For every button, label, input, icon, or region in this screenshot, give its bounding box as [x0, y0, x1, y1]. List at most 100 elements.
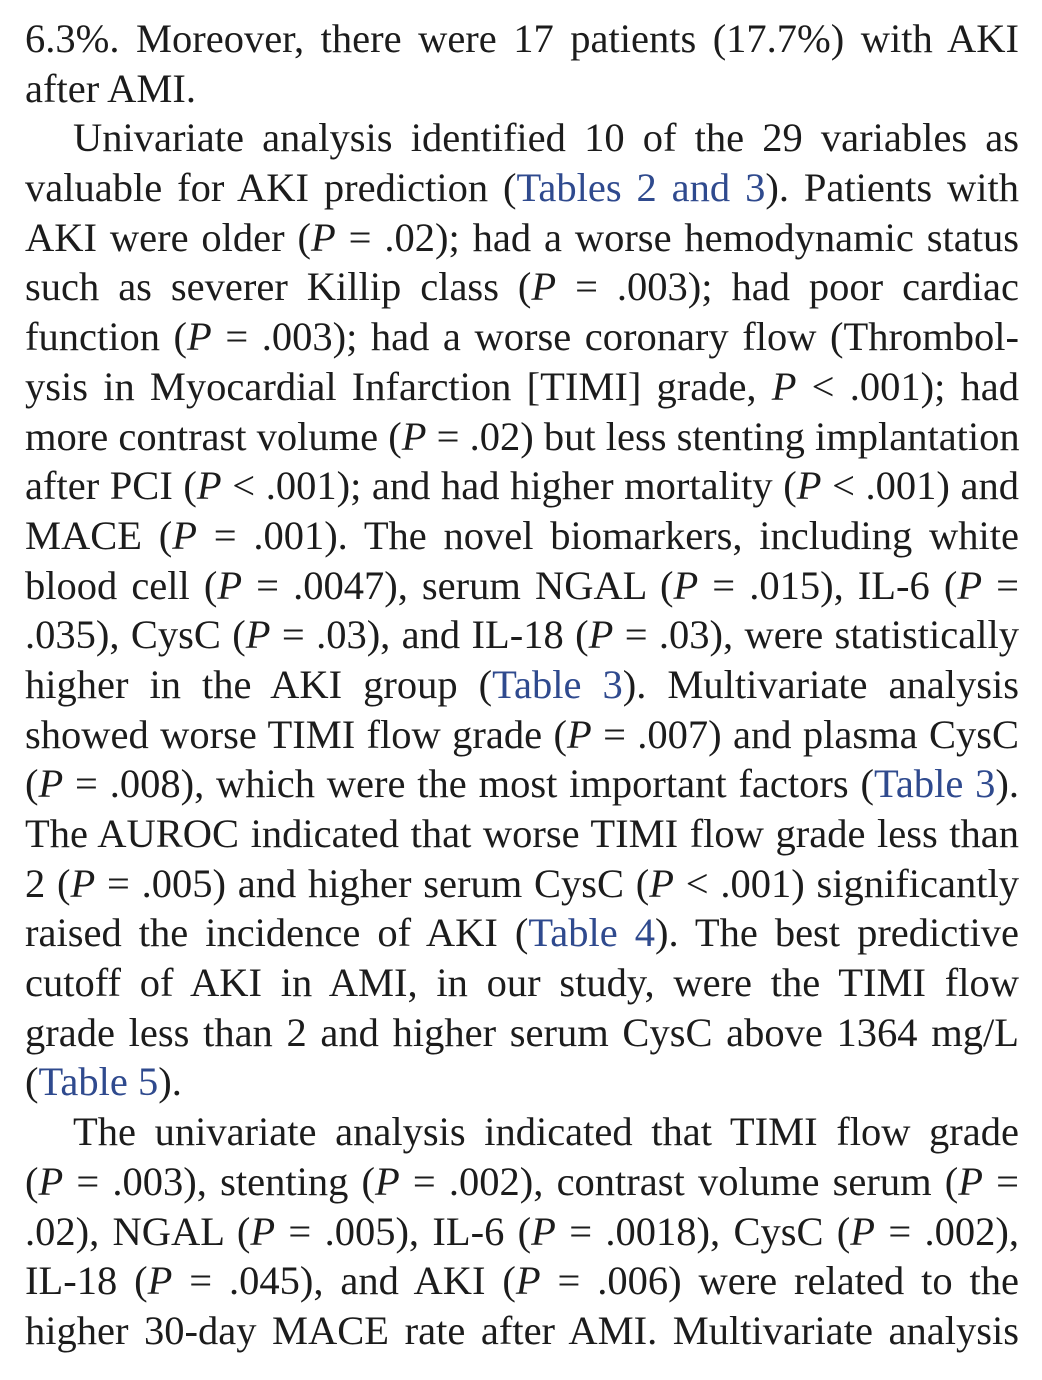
text-line: ysis in Myocardial Infarction [TIMI] gra…: [25, 362, 1019, 412]
text-run: = .045), and AKI (: [172, 1258, 516, 1304]
text-run: more contrast volume (: [25, 413, 402, 459]
table-reference-link[interactable]: Table 5: [38, 1059, 159, 1105]
text-run: ).: [995, 761, 1019, 807]
text-run: The univariate analysis indicated that T…: [73, 1109, 1019, 1155]
p-value-symbol: P: [147, 1258, 173, 1304]
text-run: 6.3%. Moreover, there were 17 patients (…: [25, 16, 1019, 61]
paragraph: Univariate analysis identified 10 of the…: [25, 113, 1020, 1107]
p-value-symbol: P: [673, 562, 699, 608]
p-value-symbol: P: [38, 761, 64, 807]
text-run: ). The best predictive: [654, 910, 1019, 956]
text-line: higher 30-day MACE rate after AMI. Multi…: [25, 1306, 1019, 1356]
text-run: ). Patients with: [765, 165, 1020, 211]
text-run: higher in the AKI group (: [25, 661, 493, 707]
text-run: = .0047), serum NGAL (: [242, 562, 674, 608]
text-line: 2 (P = .005) and higher serum CysC (P < …: [25, 859, 1019, 909]
text-line: after PCI (P < .001); and had higher mor…: [25, 461, 1019, 511]
table-reference-link[interactable]: Table 4: [528, 910, 655, 956]
text-run: valuable for AKI prediction (: [25, 165, 517, 211]
text-line: more contrast volume (P = .02) but less …: [25, 412, 1020, 462]
text-line: raised the incidence of AKI (Table 4). T…: [25, 908, 1019, 958]
text-run: = .001). The novel biomarkers, including…: [197, 512, 1019, 558]
text-run: ). Multivariate analysis: [622, 661, 1019, 707]
p-value-symbol: P: [588, 612, 614, 658]
p-value-symbol: P: [957, 562, 983, 608]
p-value-symbol: P: [649, 860, 675, 906]
text-run: (: [25, 761, 39, 807]
text-run: = .015), IL-6 (: [698, 562, 958, 608]
p-value-symbol: P: [958, 1158, 983, 1204]
p-value-symbol: P: [311, 214, 336, 260]
text-run: raised the incidence of AKI (: [25, 910, 529, 956]
text-run: grade less than 2 and higher serum CysC …: [25, 1009, 1019, 1055]
text-run: Univariate analysis identified 10 of the…: [73, 115, 1019, 161]
p-value-symbol: P: [38, 1158, 64, 1204]
text-run: = .02) but less stenting implantation: [426, 413, 1020, 459]
text-run: = .003); had poor cardiac: [556, 264, 1020, 310]
text-line: valuable for AKI prediction (Tables 2 an…: [25, 163, 1019, 213]
text-run: MACE (: [25, 512, 173, 558]
p-value-symbol: P: [196, 463, 222, 509]
p-value-symbol: P: [250, 1208, 276, 1254]
article-body-column: 6.3%. Moreover, there were 17 patients (…: [25, 14, 1020, 1356]
text-line: after AMI.: [25, 64, 1019, 114]
paragraph: The univariate analysis indicated that T…: [25, 1107, 1019, 1355]
text-run: higher 30-day MACE rate after AMI. Multi…: [25, 1307, 1019, 1353]
text-run: = .005) and higher serum CysC (: [95, 860, 650, 906]
text-line: cutoff of AKI in AMI, in our study, were…: [25, 958, 1019, 1008]
text-run: (: [25, 1158, 39, 1204]
text-line: showed worse TIMI flow grade (P = .007) …: [25, 710, 1019, 760]
table-reference-link[interactable]: Table 3: [492, 661, 623, 707]
text-run: The AUROC indicated that worse TIMI flow…: [25, 811, 1019, 856]
text-line: (P = .003), stenting (P = .002), contras…: [25, 1157, 1019, 1207]
paragraph: 6.3%. Moreover, there were 17 patients (…: [25, 14, 1019, 113]
text-line: IL-18 (P = .045), and AKI (P = .006) wer…: [25, 1256, 1019, 1306]
p-value-symbol: P: [401, 413, 427, 459]
p-value-symbol: P: [515, 1258, 541, 1304]
text-line: MACE (P = .001). The novel biomarkers, i…: [25, 511, 1019, 561]
text-run: < .001); had: [796, 363, 1019, 409]
text-run: IL-18 (: [25, 1258, 148, 1304]
p-value-symbol: P: [217, 562, 243, 608]
text-run: = .003); had a worse coronary flow (Thro…: [211, 314, 1019, 360]
text-run: such as severer Killip class (: [25, 264, 532, 310]
text-line: 6.3%. Moreover, there were 17 patients (…: [25, 14, 1019, 64]
text-run: = .002), contrast volume serum (: [399, 1158, 959, 1204]
text-run: =: [982, 1158, 1019, 1204]
text-run: < .001) and: [821, 463, 1019, 509]
p-value-symbol: P: [796, 463, 822, 509]
text-run: blood cell (: [25, 562, 218, 608]
text-run: = .03), and IL-18 (: [270, 612, 589, 658]
text-line: grade less than 2 and higher serum CysC …: [25, 1008, 1019, 1058]
table-reference-link[interactable]: Tables 2 and 3: [516, 165, 766, 211]
p-value-symbol: P: [531, 1208, 556, 1254]
text-run: = .0018), CysC (: [555, 1208, 851, 1254]
text-run: =: [982, 562, 1019, 608]
p-value-symbol: P: [187, 314, 212, 360]
p-value-symbol: P: [70, 860, 96, 906]
text-run: after AMI.: [25, 65, 196, 111]
text-run: .02), NGAL (: [25, 1208, 251, 1254]
text-run: = .008), which were the most important f…: [63, 761, 874, 807]
text-line: .02), NGAL (P = .005), IL-6 (P = .0018),…: [25, 1207, 1019, 1257]
p-value-symbol: P: [850, 1208, 876, 1254]
text-run: = .003), stenting (: [63, 1158, 375, 1204]
p-value-symbol: P: [566, 711, 592, 757]
p-value-symbol: P: [172, 512, 197, 558]
table-reference-link[interactable]: Table 3: [873, 761, 996, 807]
text-run: after PCI (: [25, 463, 197, 509]
text-run: function (: [25, 314, 188, 360]
text-run: = .03), were statistically: [613, 612, 1020, 658]
text-line: function (P = .003); had a worse coronar…: [25, 312, 1019, 362]
text-line: AKI were older (P = .02); had a worse he…: [25, 213, 1019, 263]
text-run: = .005), IL-6 (: [275, 1208, 532, 1254]
text-line: such as severer Killip class (P = .003);…: [25, 262, 1019, 312]
text-run: = .02); had a worse hemodynamic status: [335, 214, 1019, 260]
text-line: The univariate analysis indicated that T…: [25, 1107, 1019, 1157]
text-line: higher in the AKI group (Table 3). Multi…: [25, 660, 1019, 710]
text-line: The AUROC indicated that worse TIMI flow…: [25, 809, 1019, 859]
text-run: < .001) significantly: [674, 860, 1019, 906]
text-run: ).: [158, 1059, 182, 1105]
p-value-symbol: P: [531, 264, 557, 310]
text-line: (P = .008), which were the most importan…: [25, 759, 1019, 809]
